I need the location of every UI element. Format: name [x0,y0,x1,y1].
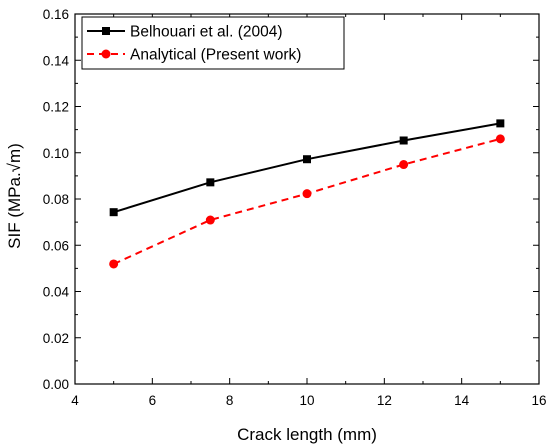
y-tick-label: 0.02 [43,331,69,346]
legend: Belhouari et al. (2004) Analytical (Prese… [81,16,345,70]
data-point-circle [302,189,312,199]
x-tick-label: 16 [531,393,546,408]
x-tick-label: 8 [226,393,234,408]
x-axis-label: Crack length (mm) [237,425,377,444]
y-tick-label: 0.00 [43,377,69,392]
series-layer [109,119,505,269]
legend-box [81,16,345,70]
x-tick-label: 4 [71,393,79,408]
y-tick-label: 0.10 [43,146,69,161]
data-point-square [399,136,408,145]
tick-marks: 4 6 8 10 12 14 16 0.00 0.02 0.04 0.06 0.08 0.10 0.12 0… [43,7,547,408]
x-tick-label: 10 [299,393,314,408]
series-line-1 [113,122,501,214]
legend-label-1: Belhouari et al. (2004) [130,24,283,41]
y-axis-label: SIF (MPa.√m) [5,143,24,249]
data-point-square [206,178,215,187]
y-tick-label: 0.12 [43,100,69,115]
x-tick-label: 12 [377,393,392,408]
data-point-circle [495,134,505,144]
legend-marker-square [102,27,110,35]
y-tick-label: 0.16 [43,7,69,22]
y-tick-label: 0.08 [43,192,69,207]
data-point-square [303,155,311,164]
x-tick-label: 6 [149,393,157,408]
data-point-circle [399,160,409,170]
data-point-circle [205,215,215,225]
data-point-square [496,119,505,128]
x-tick-label: 14 [454,393,470,408]
data-point-circle [109,259,119,269]
y-tick-label: 0.04 [43,285,70,300]
y-tick-label: 0.06 [43,238,69,253]
legend-label-2: Analytical (Present work) [130,47,301,64]
data-point-square [109,208,118,217]
legend-marker-circle [101,49,111,59]
y-tick-label: 0.14 [43,53,70,68]
